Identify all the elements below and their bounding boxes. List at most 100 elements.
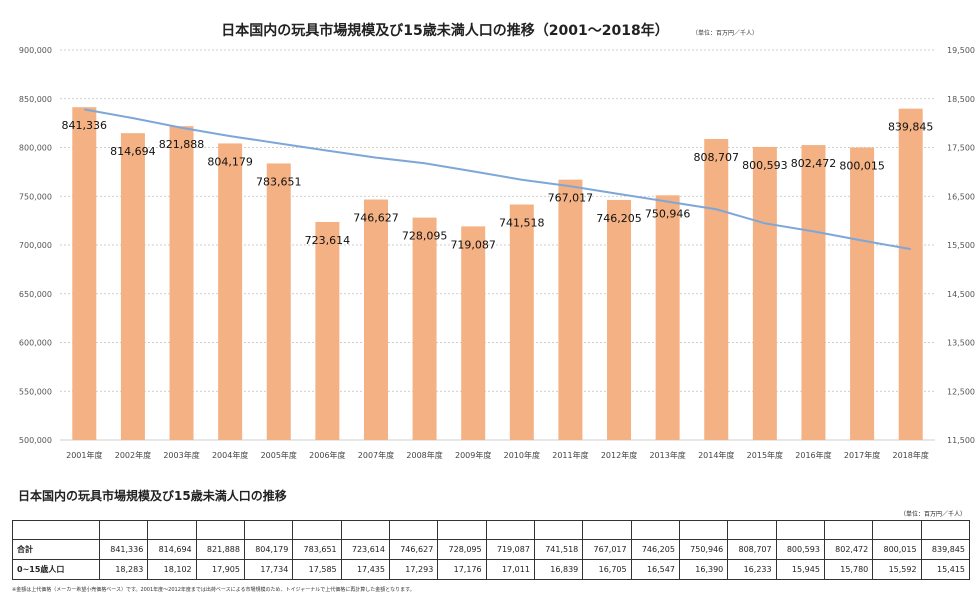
table-cell: 839,845: [920, 539, 971, 560]
x-tick-label: 2010年度: [504, 450, 540, 460]
bar: [898, 108, 923, 440]
bar: [412, 217, 437, 440]
header-cell: [678, 520, 729, 540]
table-cell: 802,472: [823, 539, 874, 560]
y-left-tick-label: 500,000: [19, 436, 52, 445]
table-cell: 767,017: [582, 539, 632, 560]
table-cell: 17,176: [437, 559, 487, 580]
header-cell: [98, 520, 149, 540]
combo-chart: 日本国内の玩具市場規模及び15歳未満人口の推移（2001～2018年） （単位：…: [19, 22, 975, 460]
row-label: 合計: [12, 539, 100, 560]
table-cell: 808,707: [727, 539, 777, 560]
bar-data-label: 783,651: [256, 175, 302, 188]
header-cell: [147, 520, 197, 540]
table-row: 0~15歳人口 18,283 18,102 17,905 17,734 17,585 17,…: [12, 559, 971, 580]
y-right-tick-label: 16,500: [947, 192, 975, 201]
x-tick-label: 2009年度: [455, 450, 491, 460]
table-footnote: ※金額は上代価格（メーカー希望小売価格ベース）です。2001年度～2012年度ま…: [12, 587, 415, 593]
header-cell: [437, 520, 487, 540]
table-cell: 783,651: [292, 539, 342, 560]
chart-title: 日本国内の玩具市場規模及び15歳未満人口の推移（2001～2018年）: [221, 22, 668, 39]
bar: [266, 163, 291, 440]
y-left-tick-label: 800,000: [19, 144, 52, 153]
bar: [218, 143, 243, 440]
y-right-tick-label: 18,500: [947, 95, 975, 104]
y-left-tick-label: 550,000: [19, 387, 52, 396]
table-title: 日本国内の玩具市場規模及び15歳未満人口の推移: [18, 489, 287, 503]
bar: [363, 199, 388, 440]
table-cell: 17,435: [340, 559, 390, 580]
table-cell: 17,905: [195, 559, 245, 580]
table-cell: 814,694: [147, 539, 197, 560]
header-cell: [533, 520, 584, 540]
x-tick-label: 2005年度: [261, 450, 297, 460]
bar-data-label: 800,015: [839, 159, 885, 172]
x-tick-label: 2018年度: [893, 450, 929, 460]
header-cell: [243, 520, 294, 540]
chart-unit-note: （単位：百万円／千人）: [692, 29, 758, 37]
y-left-tick-label: 900,000: [19, 46, 52, 55]
y-left-tick-label: 650,000: [19, 290, 52, 299]
x-tick-label: 2001年度: [66, 450, 102, 460]
bar-data-label: 728,095: [402, 230, 448, 243]
y-left-tick-label: 700,000: [19, 241, 52, 250]
y-right-tick-label: 15,500: [947, 241, 975, 250]
table-cell: 18,283: [98, 559, 149, 580]
header-cell: [292, 520, 342, 540]
y-right-tick-label: 12,500: [947, 387, 975, 396]
population-line: [84, 108, 911, 251]
bar-data-label: 723,614: [305, 234, 351, 247]
gridlines: [60, 49, 935, 441]
table-cell: 841,336: [98, 539, 149, 560]
bar: [801, 145, 826, 441]
header-cell: [630, 520, 680, 540]
table-cell: 16,705: [582, 559, 632, 580]
bar-data-label: 750,946: [645, 207, 691, 220]
bar: [850, 147, 875, 440]
bar-data-label: 767,017: [548, 192, 594, 205]
header-cell: [195, 520, 245, 540]
bar: [752, 146, 777, 441]
bar: [169, 126, 194, 440]
table-cell: 17,293: [388, 559, 439, 580]
table-cell: 15,945: [775, 559, 825, 580]
x-tick-label: 2016年度: [795, 450, 831, 460]
y-right-tick-label: 14,500: [947, 290, 975, 299]
x-tick-label: 2008年度: [406, 450, 442, 460]
y-left-tick-label: 850,000: [19, 95, 52, 104]
y-right-tick-label: 17,500: [947, 144, 975, 153]
bar: [509, 204, 534, 440]
table-cell: 719,087: [485, 539, 535, 560]
table-cell: 16,233: [727, 559, 777, 580]
x-tick-label: 2006年度: [309, 450, 345, 460]
header-cell: [340, 520, 390, 540]
header-cell: [823, 520, 874, 540]
table-cell: 15,592: [872, 559, 922, 580]
x-tick-label: 2013年度: [649, 450, 685, 460]
bar: [315, 221, 340, 440]
y-right-tick-label: 11,500: [947, 436, 975, 445]
bar-data-label: 808,707: [694, 151, 740, 164]
table-cell: 723,614: [340, 539, 390, 560]
bar-data-label: 746,627: [353, 212, 399, 225]
x-tick-label: 2011年度: [552, 450, 588, 460]
y-right-tick-label: 13,500: [947, 339, 975, 348]
table-cell: 750,946: [678, 539, 729, 560]
x-tick-label: 2012年度: [601, 450, 637, 460]
x-tick-label: 2014年度: [698, 450, 734, 460]
bar: [72, 107, 97, 441]
table-cell: 741,518: [533, 539, 584, 560]
table-cell: 746,205: [630, 539, 680, 560]
x-tick-label: 2017年度: [844, 450, 880, 460]
bar: [607, 199, 632, 440]
bar: [655, 195, 680, 440]
header-cell: [920, 520, 971, 540]
header-cell: [775, 520, 825, 540]
x-tick-label: 2004年度: [212, 450, 248, 460]
table-cell: 17,734: [243, 559, 294, 580]
bar: [558, 179, 583, 440]
bar-data-label: 839,845: [888, 121, 934, 134]
x-tick-label: 2002年度: [115, 450, 151, 460]
table-cell: 728,095: [437, 539, 487, 560]
